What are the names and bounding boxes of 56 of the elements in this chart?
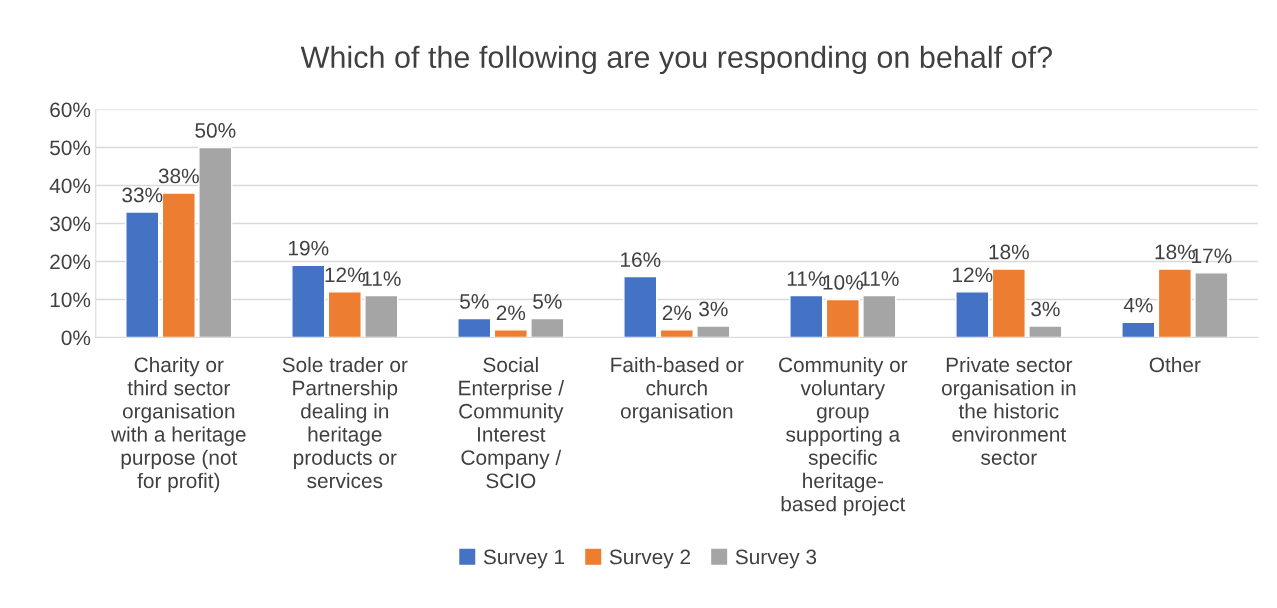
data-label: 16% — [621, 252, 661, 267]
y-tick-label: 60% — [50, 102, 91, 118]
bar — [198, 146, 233, 338]
x-tick-label: Sole trader or Partnership dealing in heritage products or services — [282, 356, 408, 489]
bar — [991, 268, 1026, 338]
bar — [696, 325, 731, 338]
bar — [530, 317, 565, 338]
y-tick-label: 50% — [50, 140, 91, 156]
data-label: 12% — [325, 267, 365, 283]
bar — [457, 317, 492, 338]
x-tick-label: Social Enterprise / Community Interest Company / SCIO — [459, 356, 565, 489]
x-tick-label: Other — [1149, 356, 1201, 373]
bar — [862, 294, 897, 338]
legend-label: Survey 2 — [609, 549, 691, 569]
bar — [1028, 325, 1063, 338]
data-label: 4% — [1123, 297, 1153, 313]
data-label: 12% — [953, 267, 993, 283]
chart-title: Which of the following are you responding on behalf of? — [300, 45, 1052, 75]
bar — [789, 294, 824, 338]
bar — [364, 294, 399, 338]
y-tick-label: 40% — [49, 178, 91, 194]
bar — [125, 211, 160, 338]
y-tick-label: 10% — [50, 292, 91, 308]
data-label: 18% — [989, 244, 1029, 260]
bar — [291, 264, 326, 338]
bar — [493, 329, 528, 338]
legend-label: Survey 3 — [735, 549, 817, 569]
bar — [825, 298, 860, 338]
bar — [161, 192, 196, 338]
x-tick-label: Charity or third sector organisation with a heritage purpose (not for profit) — [111, 356, 246, 493]
bar — [623, 275, 658, 338]
y-tick-label: 20% — [50, 254, 91, 270]
bar — [1157, 268, 1192, 338]
data-label: 19% — [289, 240, 329, 256]
x-tick-label: Private sector organisation in the historic environment sector — [941, 356, 1076, 465]
bar — [327, 291, 362, 338]
data-label: 11% — [362, 271, 401, 286]
data-label: 50% — [195, 123, 236, 138]
data-label: 3% — [1031, 301, 1060, 317]
data-label: 33% — [122, 187, 163, 203]
bar — [1121, 321, 1156, 338]
y-tick-label: 0% — [61, 330, 91, 346]
bar — [955, 291, 990, 338]
data-label: 2% — [662, 305, 692, 321]
y-tick-label: 30% — [50, 216, 91, 232]
data-label: 3% — [699, 301, 728, 317]
data-label: 5% — [460, 294, 489, 309]
bar — [1194, 272, 1229, 338]
x-tick-label: Faith-based or church organisation — [611, 356, 744, 423]
data-label: 38% — [158, 168, 199, 184]
data-label: 2% — [496, 305, 526, 321]
x-tick-label: Community or voluntary group supporting a specific heritage- based project — [779, 356, 908, 516]
bar — [659, 329, 694, 338]
data-label: 5% — [533, 294, 562, 309]
data-label: 11% — [860, 271, 899, 286]
legend-label: Survey 1 — [483, 549, 565, 569]
